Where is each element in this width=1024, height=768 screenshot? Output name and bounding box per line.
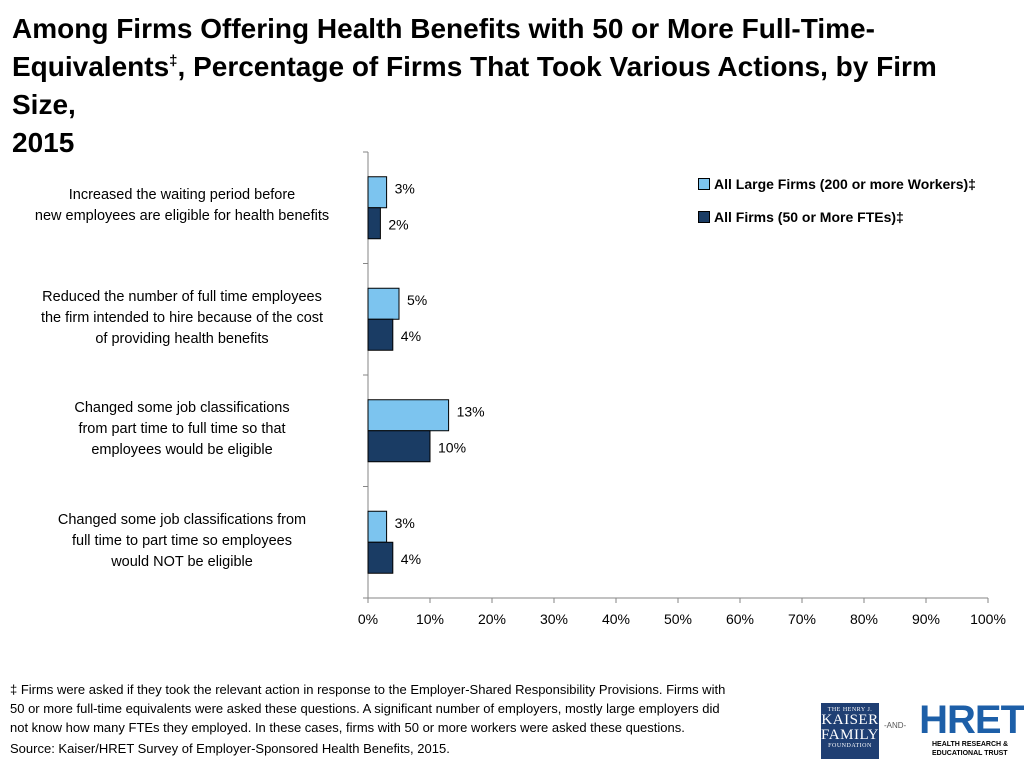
legend-item-large-firms: All Large Firms (200 or more Workers)‡ bbox=[698, 176, 976, 192]
hret-logo-mark: HRET bbox=[919, 698, 1024, 742]
title-line-2-b: , Percentage of Firms That Took Various … bbox=[12, 51, 937, 120]
kff-logo-line: FOUNDATION bbox=[828, 743, 872, 749]
bar-all-firms bbox=[367, 207, 381, 240]
data-label: 4% bbox=[401, 551, 421, 567]
x-tick-label: 90% bbox=[912, 611, 940, 627]
x-tick-label: 60% bbox=[726, 611, 754, 627]
category-label-line: Increased the waiting period before bbox=[68, 187, 296, 203]
bar-all-firms bbox=[367, 541, 394, 574]
title-line-2: Equivalents‡, Percentage of Firms That T… bbox=[12, 48, 1002, 124]
kff-logo-line: FAMILY bbox=[821, 727, 879, 743]
legend-swatch-all-firms bbox=[698, 211, 710, 223]
title-line-2-a: Equivalents bbox=[12, 51, 170, 82]
data-label: 13% bbox=[457, 403, 485, 419]
legend-item-all-firms: All Firms (50 or More FTEs)‡ bbox=[698, 209, 904, 225]
x-tick-label: 70% bbox=[788, 611, 816, 627]
title-line-3: 2015 bbox=[12, 127, 75, 158]
kff-logo-line: KAISER bbox=[821, 712, 879, 728]
x-tick-label: 10% bbox=[416, 611, 444, 627]
category-label-line: the firm intended to hire because of the… bbox=[40, 310, 324, 326]
x-tick-label: 0% bbox=[358, 611, 378, 627]
bar-all-firms bbox=[367, 318, 394, 351]
bar-large-firms bbox=[367, 287, 400, 320]
category-label-waiting-period: Increased the waiting period before new … bbox=[12, 185, 352, 227]
hret-logo-sub: HEALTH RESEARCH & bbox=[932, 741, 1009, 748]
data-label: 5% bbox=[407, 292, 427, 308]
category-label-line: would NOT be eligible bbox=[111, 554, 253, 570]
bar-all-firms bbox=[367, 430, 431, 463]
category-label-line: new employees are eligible for health be… bbox=[34, 208, 330, 224]
x-tick-label: 100% bbox=[970, 611, 1006, 627]
logo-and-text: -AND- bbox=[884, 721, 907, 730]
title-double-dagger: ‡ bbox=[169, 52, 178, 70]
footnote-line: not know how many FTEs they employed. In… bbox=[10, 720, 685, 735]
bar-large-firms bbox=[367, 510, 388, 543]
x-tick-label: 50% bbox=[664, 611, 692, 627]
legend-label-all-firms: All Firms (50 or More FTEs)‡ bbox=[714, 209, 904, 225]
bar-large-firms bbox=[367, 399, 450, 432]
data-label: 10% bbox=[438, 439, 466, 455]
x-tick-label: 20% bbox=[478, 611, 506, 627]
bar-chart: 0% 10% 20% 30% 40% 50% 60% 70% 80% 90% 100% 3% 5% 13%… bbox=[358, 151, 1006, 627]
title-line-1: Among Firms Offering Health Benefits wit… bbox=[12, 13, 875, 44]
data-label: 2% bbox=[388, 216, 408, 232]
source-note: Source: Kaiser/HRET Survey of Employer-S… bbox=[10, 741, 450, 756]
hret-logo: HRET HEALTH RESEARCH & EDUCATIONAL TRUST bbox=[918, 700, 1024, 762]
x-tick-label: 40% bbox=[602, 611, 630, 627]
category-label-line: Changed some job classifications from bbox=[57, 512, 307, 528]
x-tick-label: 30% bbox=[540, 611, 568, 627]
category-label-reduced-hiring: Reduced the number of full time employee… bbox=[12, 287, 352, 350]
category-label-line: from part time to full time so that bbox=[78, 421, 286, 437]
bar-large-firms bbox=[367, 176, 388, 209]
category-label-line: Reduced the number of full time employee… bbox=[42, 289, 322, 305]
kff-logo-line: THE HENRY J. bbox=[827, 707, 873, 713]
category-label-line: Changed some job classifications bbox=[74, 400, 290, 416]
footnote-line: ‡ Firms were asked if they took the rele… bbox=[10, 682, 726, 697]
category-label-line: of providing health benefits bbox=[95, 331, 269, 347]
data-label: 4% bbox=[401, 328, 421, 344]
kff-logo: THE HENRY J. KAISER FAMILY FOUNDATION bbox=[821, 703, 879, 759]
legend-swatch-large-firms bbox=[698, 178, 710, 190]
category-label-line: full time to part time so employees bbox=[71, 533, 292, 549]
hret-logo-sub: EDUCATIONAL TRUST bbox=[932, 750, 1008, 757]
category-label-full-to-part: Changed some job classifications from fu… bbox=[12, 510, 352, 573]
data-label: 3% bbox=[395, 180, 415, 196]
footnote: ‡ Firms were asked if they took the rele… bbox=[10, 680, 810, 737]
chart-title: Among Firms Offering Health Benefits wit… bbox=[12, 10, 1002, 162]
legend-label-large-firms: All Large Firms (200 or more Workers)‡ bbox=[714, 176, 976, 192]
category-label-part-to-full: Changed some job classifications from pa… bbox=[12, 398, 352, 461]
category-label-line: employees would be eligible bbox=[91, 442, 273, 458]
x-tick-label: 80% bbox=[850, 611, 878, 627]
footnote-line: 50 or more full-time equivalents were as… bbox=[10, 701, 720, 716]
data-label: 3% bbox=[395, 515, 415, 531]
